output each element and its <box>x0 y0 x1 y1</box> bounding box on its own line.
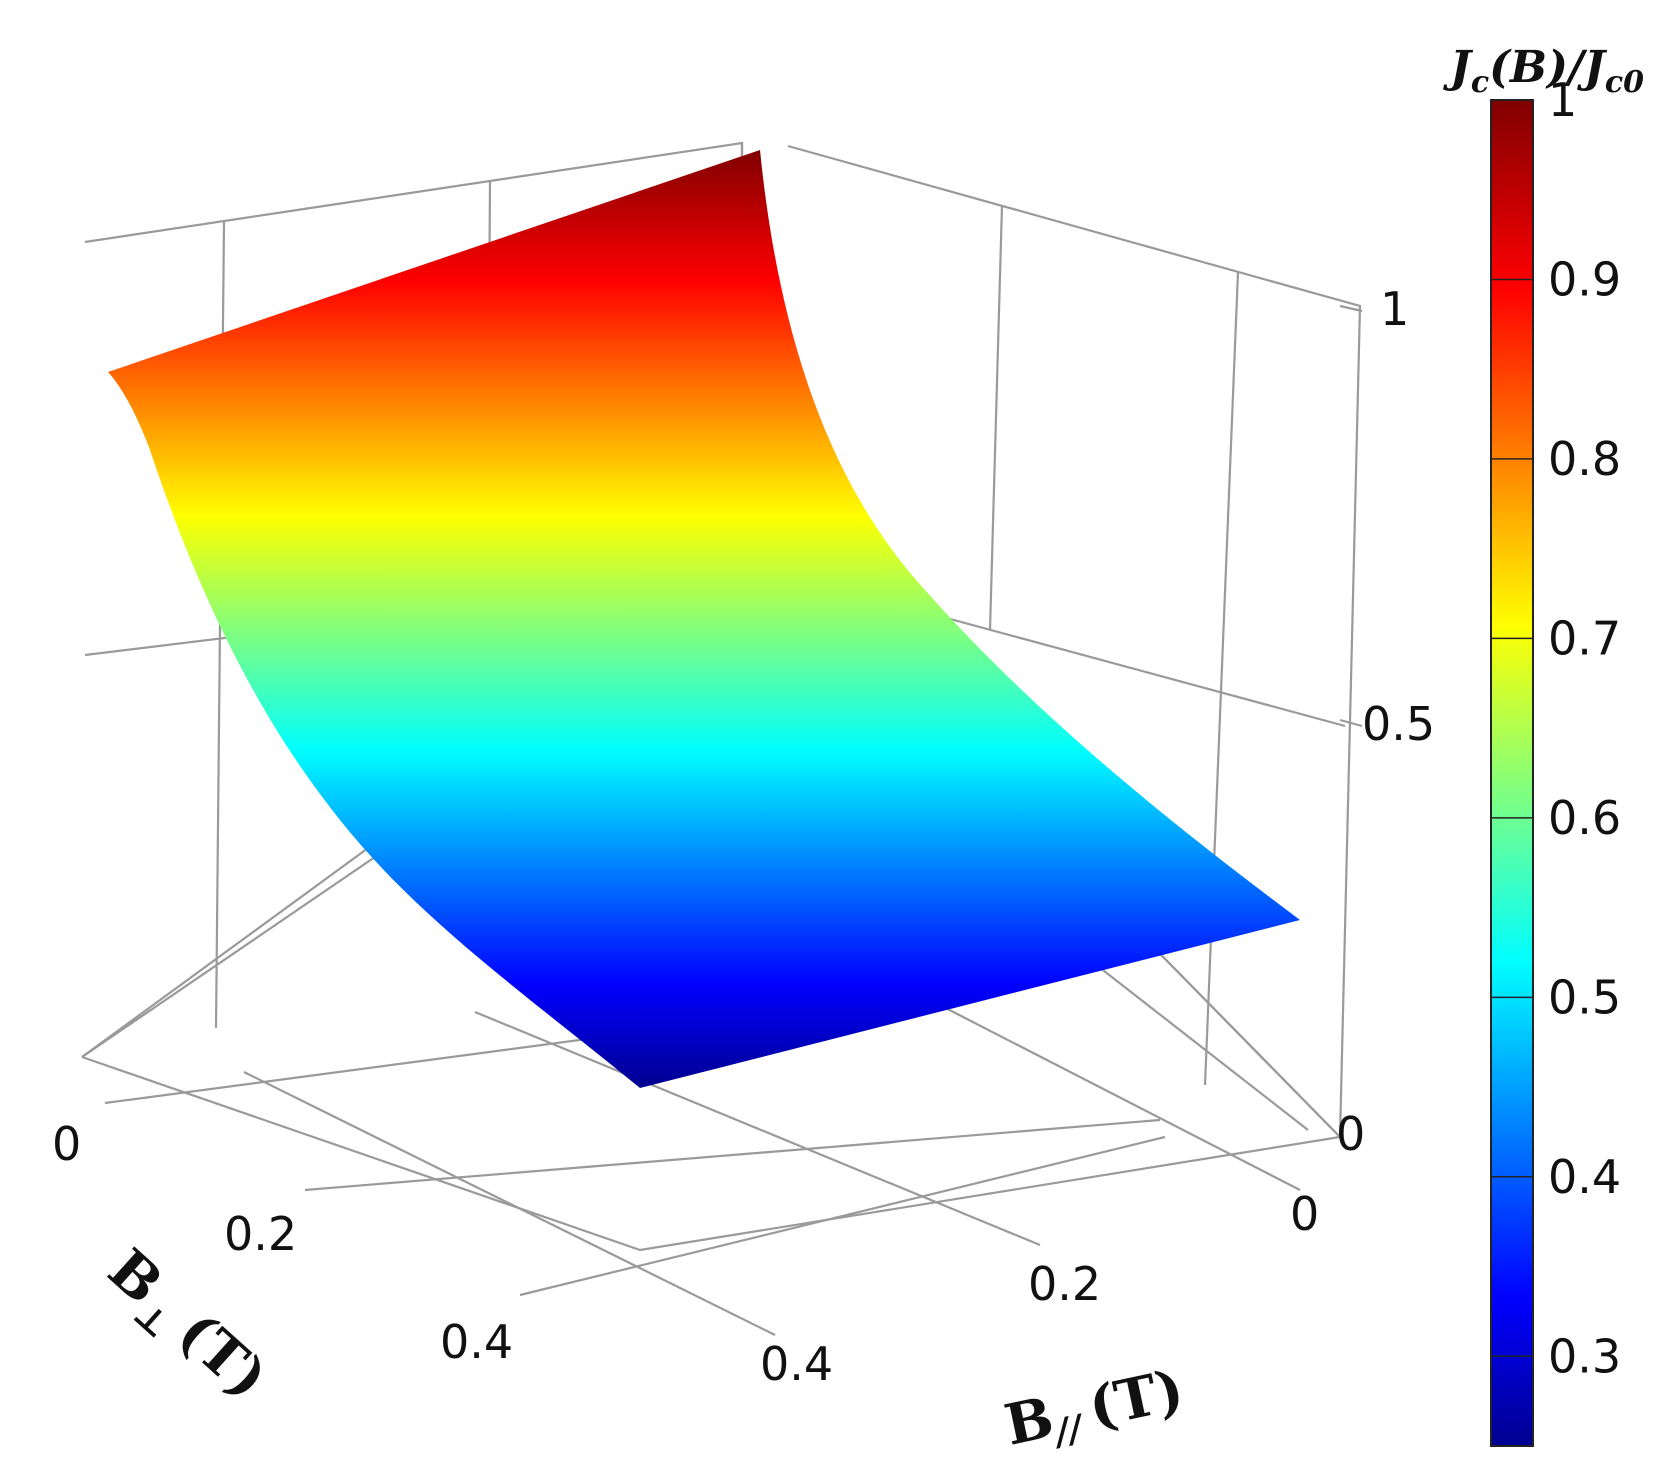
z-ticks: 1 0.5 0 <box>1336 282 1435 1161</box>
z-tick-0: 0 <box>1336 1107 1365 1161</box>
floor-line-6 <box>929 999 1301 1191</box>
svg-text:B//(T): B//(T) <box>999 1357 1190 1464</box>
colorbar-tick-label: 0.8 <box>1548 432 1621 486</box>
x-ticks: 0 0.2 0.4 <box>52 1117 513 1369</box>
colorbar-title-sub-c: c <box>1471 65 1489 100</box>
colorbar: Jc(B)/Jc0 0.3 0.4 0.5 0.6 0.7 0.8 0.9 1 <box>1443 42 1644 1447</box>
floor-line-4 <box>243 1071 776 1336</box>
colorbar-tick-label: 0.4 <box>1548 1150 1621 1204</box>
y-ticks: 0 0.2 0.4 <box>760 1187 1319 1391</box>
colorbar-tick-label: 1 <box>1548 73 1577 127</box>
floor-line-7 <box>1089 959 1309 1131</box>
right-wall-v1 <box>988 204 1004 631</box>
y-tick-02: 0.2 <box>1028 1257 1101 1311</box>
colorbar-tick-label: 0.6 <box>1548 791 1621 845</box>
colorbar-tick-label: 0.7 <box>1548 611 1621 665</box>
y-axis-title: B//(T) <box>999 1357 1190 1464</box>
z-tick-1: 1 <box>1380 282 1409 336</box>
grid-lines <box>81 141 1362 1336</box>
x-axis-title: B⊥(T) <box>90 1236 280 1418</box>
z-tick-mark-05 <box>1339 718 1363 728</box>
colorbar-tick-label: 0.5 <box>1548 970 1621 1024</box>
y-tick-04: 0.4 <box>760 1337 833 1391</box>
colorbar-title-sub-c0: c0 <box>1605 65 1644 100</box>
colorbar-gradient <box>1490 99 1534 1447</box>
floor-line-3 <box>519 1135 1166 1297</box>
floor-line-2 <box>304 1118 1161 1192</box>
floor-line-5 <box>474 1010 1041 1247</box>
x-axis-title-unit: (T) <box>165 1299 280 1411</box>
surface-plot <box>108 150 1300 1088</box>
colorbar-tick-label: 0.9 <box>1548 252 1621 306</box>
colorbar-ticks: 0.3 0.4 0.5 0.6 0.7 0.8 0.9 1 <box>1491 73 1621 1383</box>
x-tick-0: 0 <box>52 1117 81 1171</box>
y-tick-0: 0 <box>1290 1187 1319 1241</box>
colorbar-tick-label: 0.3 <box>1548 1329 1621 1383</box>
colorbar-title-j: J <box>1443 42 1474 93</box>
x-tick-02: 0.2 <box>224 1207 297 1261</box>
colorbar-title-mid: (B)/J <box>1489 42 1608 93</box>
y-axis-title-unit: (T) <box>1083 1357 1189 1441</box>
svg-text:B⊥(T): B⊥(T) <box>90 1236 280 1418</box>
z-tick-mark-1 <box>1339 304 1363 313</box>
colorbar-title: Jc(B)/Jc0 <box>1443 42 1644 100</box>
y-axis-title-main: B <box>999 1384 1059 1458</box>
right-wall-v2 <box>1203 271 1240 1086</box>
z-tick-05: 0.5 <box>1362 697 1435 751</box>
x-tick-04: 0.4 <box>440 1315 513 1369</box>
